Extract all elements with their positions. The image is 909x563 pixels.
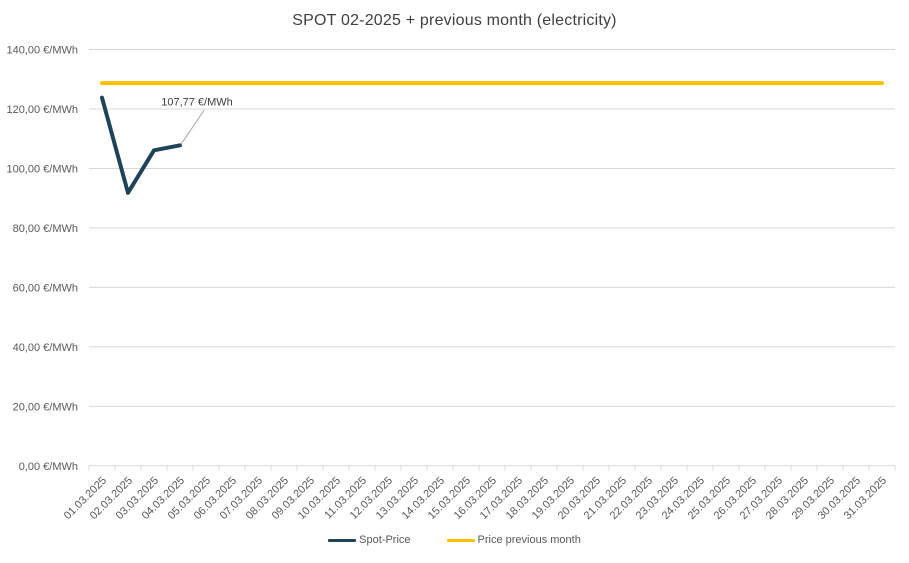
previous-month-line-swatch	[446, 538, 475, 542]
y-axis-tick-label: 100,00 €/MWh	[6, 163, 78, 175]
annotation-leader-line	[180, 110, 205, 145]
y-axis-tick-label: 40,00 €/MWh	[13, 342, 78, 354]
y-axis-tick-label: 60,00 €/MWh	[13, 282, 78, 294]
y-axis-tick-label: 140,00 €/MWh	[6, 45, 78, 57]
line-chart-plot-area: 0,00 €/MWh 20,00 €/MWh 40,00 €/MWh 60,00 €/…	[6, 45, 896, 522]
chart-legend: Spot-Price Price previous month	[0, 534, 909, 546]
annotation-label: 107,77 €/MWh	[161, 96, 233, 108]
y-axis-tick-label: 120,00 €/MWh	[6, 104, 78, 116]
legend-label-spot-price: Spot-Price	[359, 534, 411, 546]
spot-price-line[interactable]	[100, 95, 182, 195]
legend-item-spot-price[interactable]: Spot-Price	[328, 534, 411, 546]
spot-price-line-swatch	[328, 538, 357, 542]
chart-title: SPOT 02-2025 + previous month (electrici…	[292, 12, 617, 29]
legend-item-previous-month[interactable]: Price previous month	[446, 534, 581, 546]
y-axis-tick-label: 80,00 €/MWh	[13, 223, 78, 235]
y-axis-tick-label: 0,00 €/MWh	[19, 461, 78, 473]
legend-label-previous-month: Price previous month	[477, 534, 581, 546]
y-axis-tick-label: 20,00 €/MWh	[13, 401, 78, 413]
